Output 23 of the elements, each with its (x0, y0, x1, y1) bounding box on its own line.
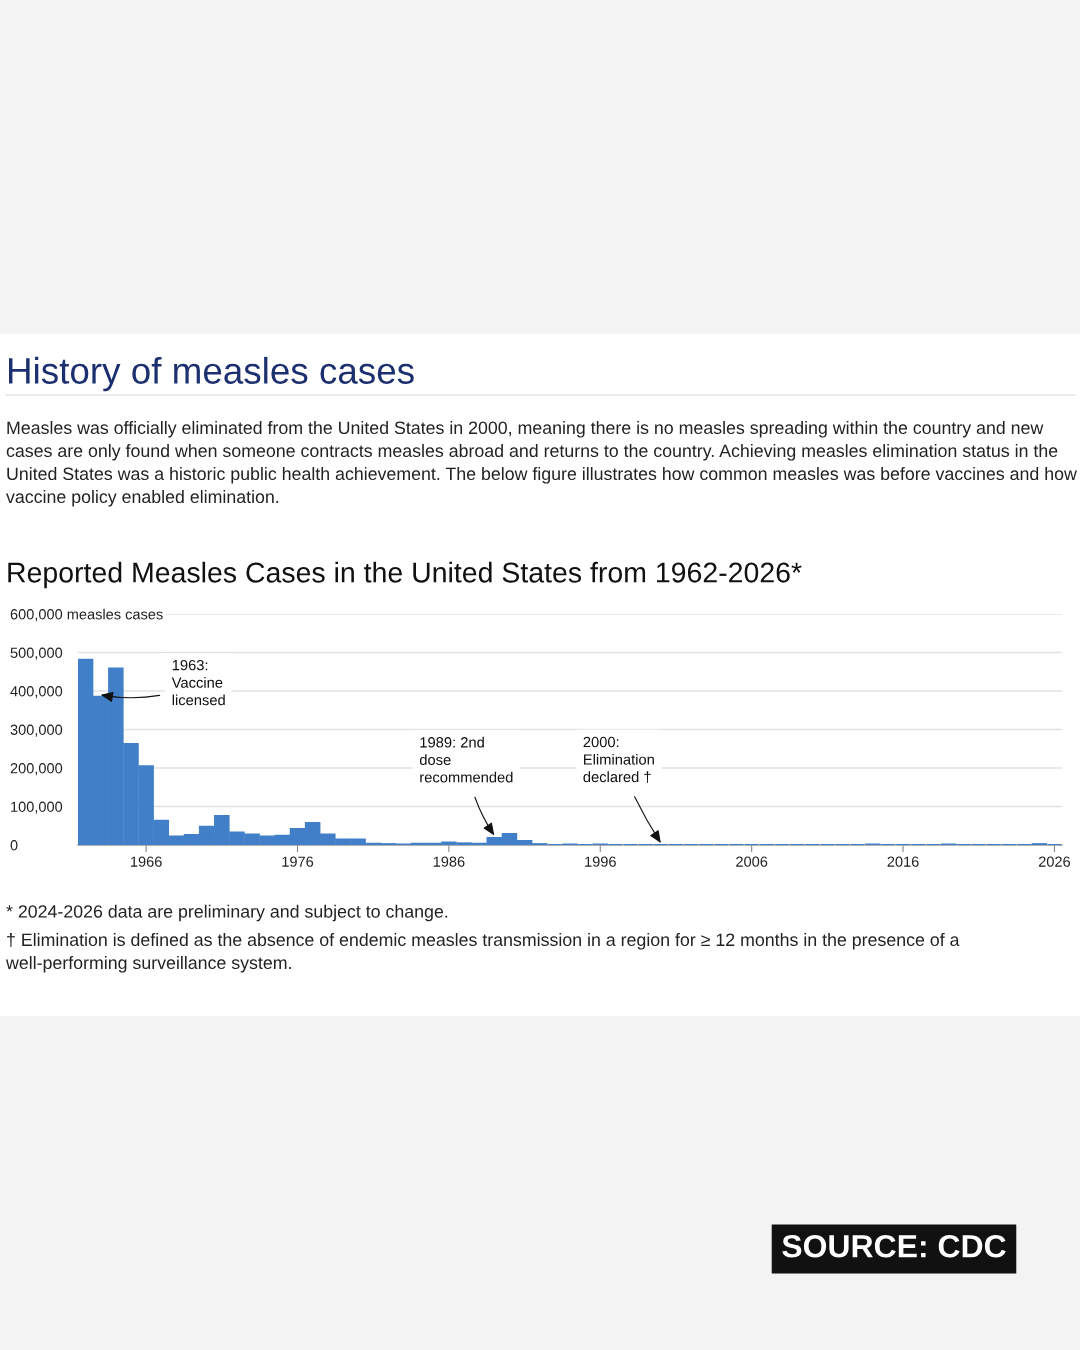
y-tick-label: 200,000 (10, 763, 63, 776)
y-tick-label: 400,000 (10, 686, 63, 699)
x-tick-label: 2006 (736, 856, 768, 867)
x-tick-label: 2026 (1038, 856, 1071, 867)
y-tick-label: 300,000 (10, 724, 63, 737)
y-tick-label: 0 (10, 840, 18, 851)
annotation: 1989: 2nd dose recommended (419, 736, 513, 783)
x-tick-label: 1986 (433, 856, 465, 867)
chart-title: Reported Measles Cases in the United States from 1962-2026* (8, 561, 802, 589)
text: Measles was officially eliminated from the United States in 2000, meaning there is no measles spreading within the country and new cases are only found when someone contracts measles abroad and returns to the country. Achieving measles elimination status in the United States was a historic public health achievement. The below figure illustrates how common measles was before vaccines and how vaccine policy enabled elimination. (6, 421, 1077, 507)
y-tick-label: 100,000 (11, 801, 63, 814)
y-tick-label: 600,000 measles cases (10, 608, 163, 622)
annotation: 2000: Elimination declared † (583, 736, 654, 784)
text: * 2024-2026 data are preliminary and subject to change. (6, 904, 448, 922)
x-tick-label: 1966 (131, 856, 162, 867)
y-tick-label: 500,000 (10, 647, 63, 660)
x-tick-label: 1976 (282, 856, 314, 867)
x-tick-label: 1996 (585, 856, 616, 867)
text: † Elimination is defined as the absence of endemic measles transmission in a region for ≥ 12 months in the presence of a well-performing surveillance system. (5, 933, 960, 973)
annotation: 1963: Vaccine licensed (171, 659, 225, 706)
text: History of measles cases (9, 356, 414, 392)
source-note: SOURCE: CDC (782, 1234, 1006, 1258)
x-tick-label: 2016 (887, 856, 919, 867)
